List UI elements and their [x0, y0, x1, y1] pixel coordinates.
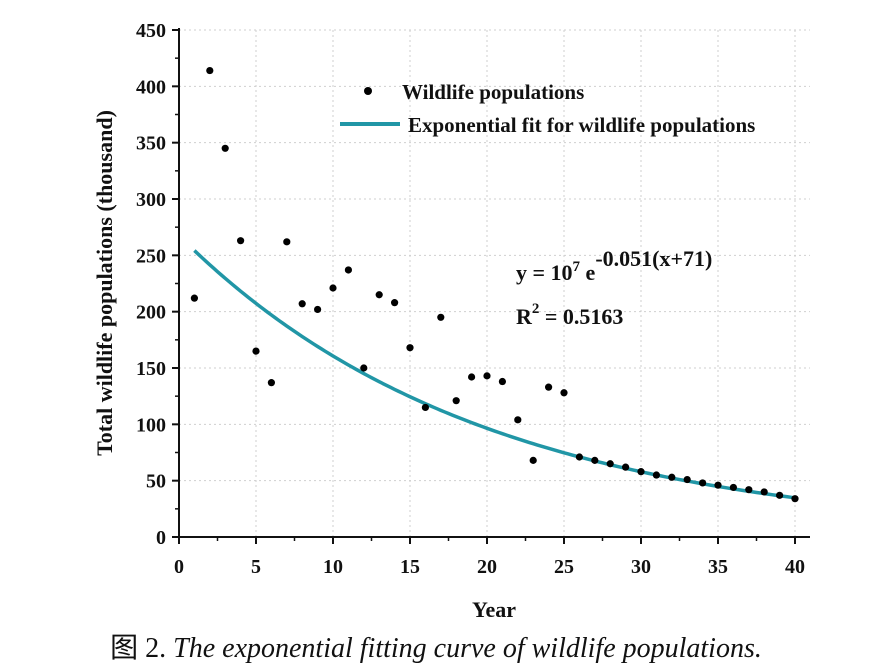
data-point-28: [622, 463, 630, 471]
fit-curve-group: [193, 249, 796, 500]
data-point-34: [714, 481, 722, 489]
legend-label-scatter: Wildlife populations: [402, 80, 584, 104]
caption-prefix: 图 2.: [110, 633, 167, 664]
data-point-0: [190, 294, 198, 302]
y-tick-label-9: 450: [136, 20, 166, 42]
data-point-39: [791, 495, 799, 503]
data-point-20: [498, 377, 506, 386]
x-tick-label-3: 15: [400, 556, 420, 578]
fit-curve: [193, 249, 796, 500]
r-squared-text: R2 = 0.5163: [516, 301, 623, 329]
data-point-19: [483, 372, 491, 380]
data-point-2: [221, 144, 229, 152]
figure-caption: 图 2. The exponential fitting curve of wi…: [0, 626, 872, 666]
x-tick-label-8: 40: [785, 556, 805, 578]
data-point-6: [283, 238, 291, 246]
data-point-35: [729, 483, 738, 492]
data-point-21: [514, 416, 522, 424]
data-point-1: [206, 66, 214, 75]
scatter-points: [190, 66, 799, 503]
y-tick-label-2: 100: [136, 414, 166, 436]
data-point-29: [637, 468, 645, 476]
x-tick-label-1: 5: [251, 556, 261, 578]
data-point-17: [452, 397, 460, 405]
data-point-31: [668, 473, 676, 481]
data-point-25: [575, 453, 584, 461]
caption-text: The exponential fitting curve of wildlif…: [166, 633, 762, 664]
y-tick-label-0: 0: [156, 527, 166, 549]
x-tick-label-5: 25: [554, 556, 574, 578]
data-point-30: [652, 471, 661, 479]
data-point-36: [745, 486, 753, 494]
y-tick-label-7: 350: [136, 133, 166, 155]
equation-exp-coef: 7: [573, 259, 581, 275]
y-tick-label-4: 200: [136, 302, 166, 324]
data-point-10: [344, 266, 352, 274]
x-tick-label-6: 30: [631, 556, 651, 578]
data-point-8: [314, 305, 322, 314]
legend: Wildlife populations Exponential fit for…: [340, 80, 755, 137]
y-tick-label-5: 250: [136, 245, 166, 267]
data-point-4: [252, 347, 260, 355]
data-point-7: [298, 300, 306, 308]
data-point-23: [545, 383, 553, 391]
equation-text: y = 107 e-0.051(x+71): [516, 246, 712, 285]
legend-label-line: Exponential fit for wildlife populations: [408, 113, 755, 137]
equation-annotation: y = 107 e-0.051(x+71) R2 = 0.5163: [516, 246, 712, 329]
data-point-14: [406, 344, 414, 352]
data-point-15: [421, 403, 429, 412]
x-axis-ticks: 0 5 10 15 20 25 30 35 40: [174, 537, 805, 578]
y-tick-label-6: 300: [136, 189, 166, 211]
axes: [178, 28, 810, 538]
data-point-11: [360, 364, 368, 372]
data-point-9: [329, 284, 337, 292]
data-point-24: [560, 389, 568, 397]
y-tick-label-1: 50: [146, 471, 166, 493]
y-tick-label-8: 400: [136, 76, 166, 98]
equation-base: y = 10: [516, 260, 573, 285]
data-point-5: [267, 379, 275, 387]
y-axis-ticks: 0 50 100 150 200 250 300 350 400 450: [136, 20, 179, 549]
x-tick-label-7: 35: [708, 556, 728, 578]
x-tick-label-2: 10: [323, 556, 343, 578]
data-point-16: [437, 313, 445, 321]
equation-exponent: -0.051(x+71): [595, 246, 712, 271]
chart: 0 5 10 15 20 25 30 35 40 0 50 100 150 200 250 300 350 40…: [92, 20, 810, 622]
grid-lines: [179, 29, 810, 537]
data-point-38: [776, 491, 784, 499]
data-point-27: [606, 460, 614, 468]
equation-e: e: [580, 260, 596, 285]
data-point-26: [591, 456, 599, 464]
r2-base: R: [516, 304, 533, 329]
x-tick-label-0: 0: [174, 556, 184, 578]
data-point-33: [699, 479, 707, 487]
r2-value: = 0.5163: [539, 304, 623, 329]
data-point-12: [375, 291, 383, 299]
legend-marker-scatter: [364, 87, 372, 95]
y-tick-label-3: 150: [136, 358, 166, 380]
r2-exp: 2: [532, 301, 540, 317]
x-tick-label-4: 20: [477, 556, 497, 578]
data-point-13: [391, 299, 399, 307]
y-axis-title: Total wildlife populations (thousand): [92, 110, 117, 456]
data-point-3: [237, 237, 245, 245]
data-point-22: [529, 456, 537, 464]
data-point-32: [683, 475, 691, 484]
x-axis-title: Year: [472, 597, 516, 622]
data-point-37: [760, 488, 768, 496]
data-point-18: [468, 373, 476, 381]
